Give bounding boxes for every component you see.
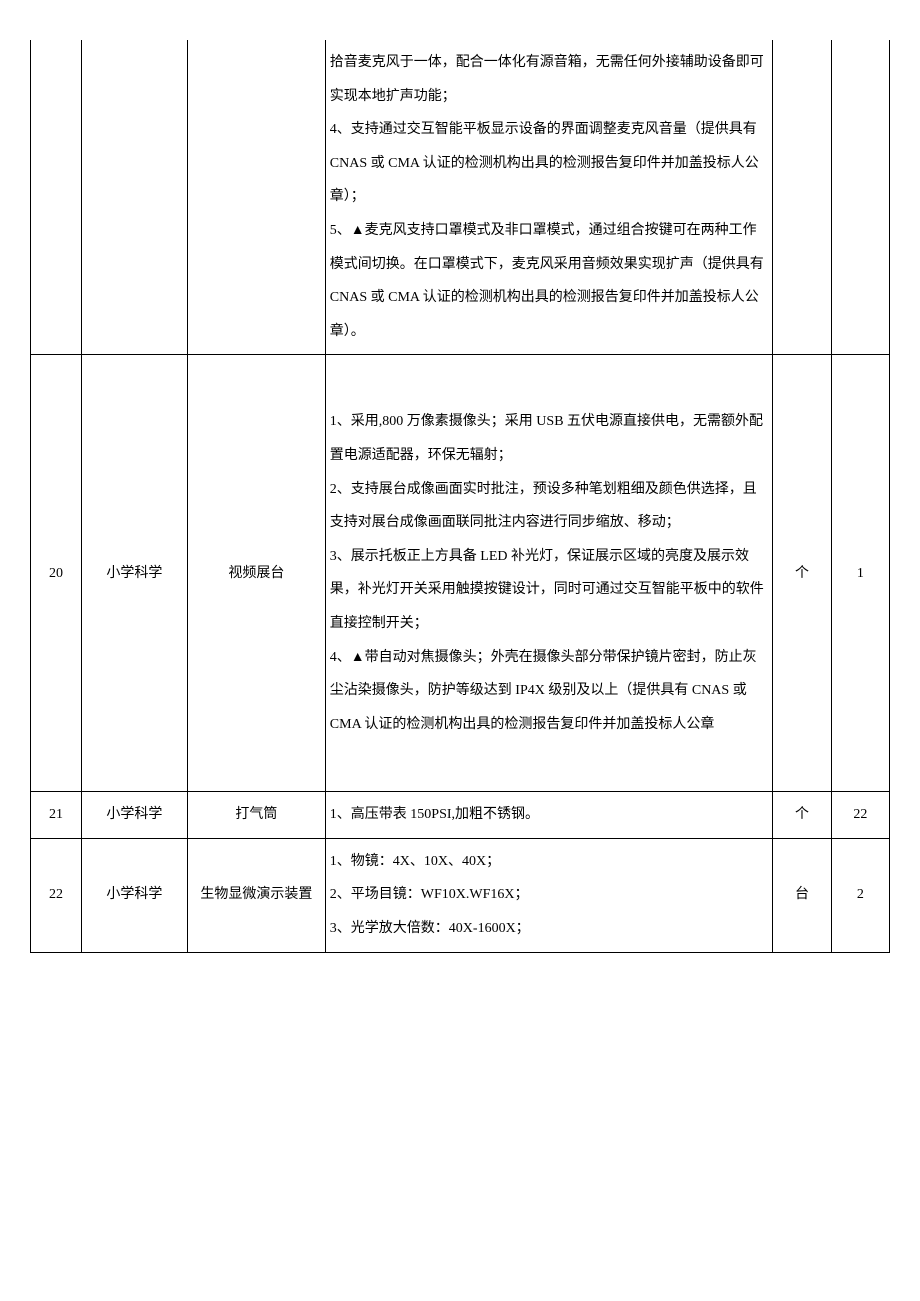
spec-content: 拾音麦克风于一体，配合一体化有源音箱，无需任何外接辅助设备即可实现本地扩声功能；… bbox=[330, 46, 769, 348]
table-row: 22小学科学生物显微演示装置1、物镜：4X、10X、40X；2、平场目镜：WF1… bbox=[31, 838, 890, 952]
equipment-table: 拾音麦克风于一体，配合一体化有源音箱，无需任何外接辅助设备即可实现本地扩声功能；… bbox=[30, 40, 890, 953]
cell-number: 22 bbox=[31, 838, 82, 952]
cell-unit: 个 bbox=[773, 792, 831, 839]
cell-category bbox=[81, 40, 187, 355]
cell-quantity bbox=[831, 40, 889, 355]
cell-category: 小学科学 bbox=[81, 838, 187, 952]
spec-content: 1、高压带表 150PSI,加粗不锈钢。 bbox=[330, 798, 769, 832]
cell-name bbox=[187, 40, 325, 355]
cell-quantity: 1 bbox=[831, 355, 889, 792]
cell-unit: 台 bbox=[773, 838, 831, 952]
cell-number: 20 bbox=[31, 355, 82, 792]
spec-content: 1、采用,800 万像素摄像头；采用 USB 五伏电源直接供电，无需额外配置电源… bbox=[330, 405, 769, 741]
cell-name: 打气筒 bbox=[187, 792, 325, 839]
cell-name: 视频展台 bbox=[187, 355, 325, 792]
cell-name: 生物显微演示装置 bbox=[187, 838, 325, 952]
cell-category: 小学科学 bbox=[81, 792, 187, 839]
cell-unit bbox=[773, 40, 831, 355]
table-row: 20小学科学视频展台1、采用,800 万像素摄像头；采用 USB 五伏电源直接供… bbox=[31, 355, 890, 792]
spec-content: 1、物镜：4X、10X、40X；2、平场目镜：WF10X.WF16X；3、光学放… bbox=[330, 845, 769, 946]
cell-specification: 1、高压带表 150PSI,加粗不锈钢。 bbox=[325, 792, 773, 839]
cell-specification: 拾音麦克风于一体，配合一体化有源音箱，无需任何外接辅助设备即可实现本地扩声功能；… bbox=[325, 40, 773, 355]
cell-specification: 1、物镜：4X、10X、40X；2、平场目镜：WF10X.WF16X；3、光学放… bbox=[325, 838, 773, 952]
table-row: 拾音麦克风于一体，配合一体化有源音箱，无需任何外接辅助设备即可实现本地扩声功能；… bbox=[31, 40, 890, 355]
cell-category: 小学科学 bbox=[81, 355, 187, 792]
cell-number: 21 bbox=[31, 792, 82, 839]
table-row: 21小学科学打气筒1、高压带表 150PSI,加粗不锈钢。个22 bbox=[31, 792, 890, 839]
cell-specification: 1、采用,800 万像素摄像头；采用 USB 五伏电源直接供电，无需额外配置电源… bbox=[325, 355, 773, 792]
cell-number bbox=[31, 40, 82, 355]
cell-unit: 个 bbox=[773, 355, 831, 792]
table-body: 拾音麦克风于一体，配合一体化有源音箱，无需任何外接辅助设备即可实现本地扩声功能；… bbox=[31, 40, 890, 952]
cell-quantity: 2 bbox=[831, 838, 889, 952]
cell-quantity: 22 bbox=[831, 792, 889, 839]
